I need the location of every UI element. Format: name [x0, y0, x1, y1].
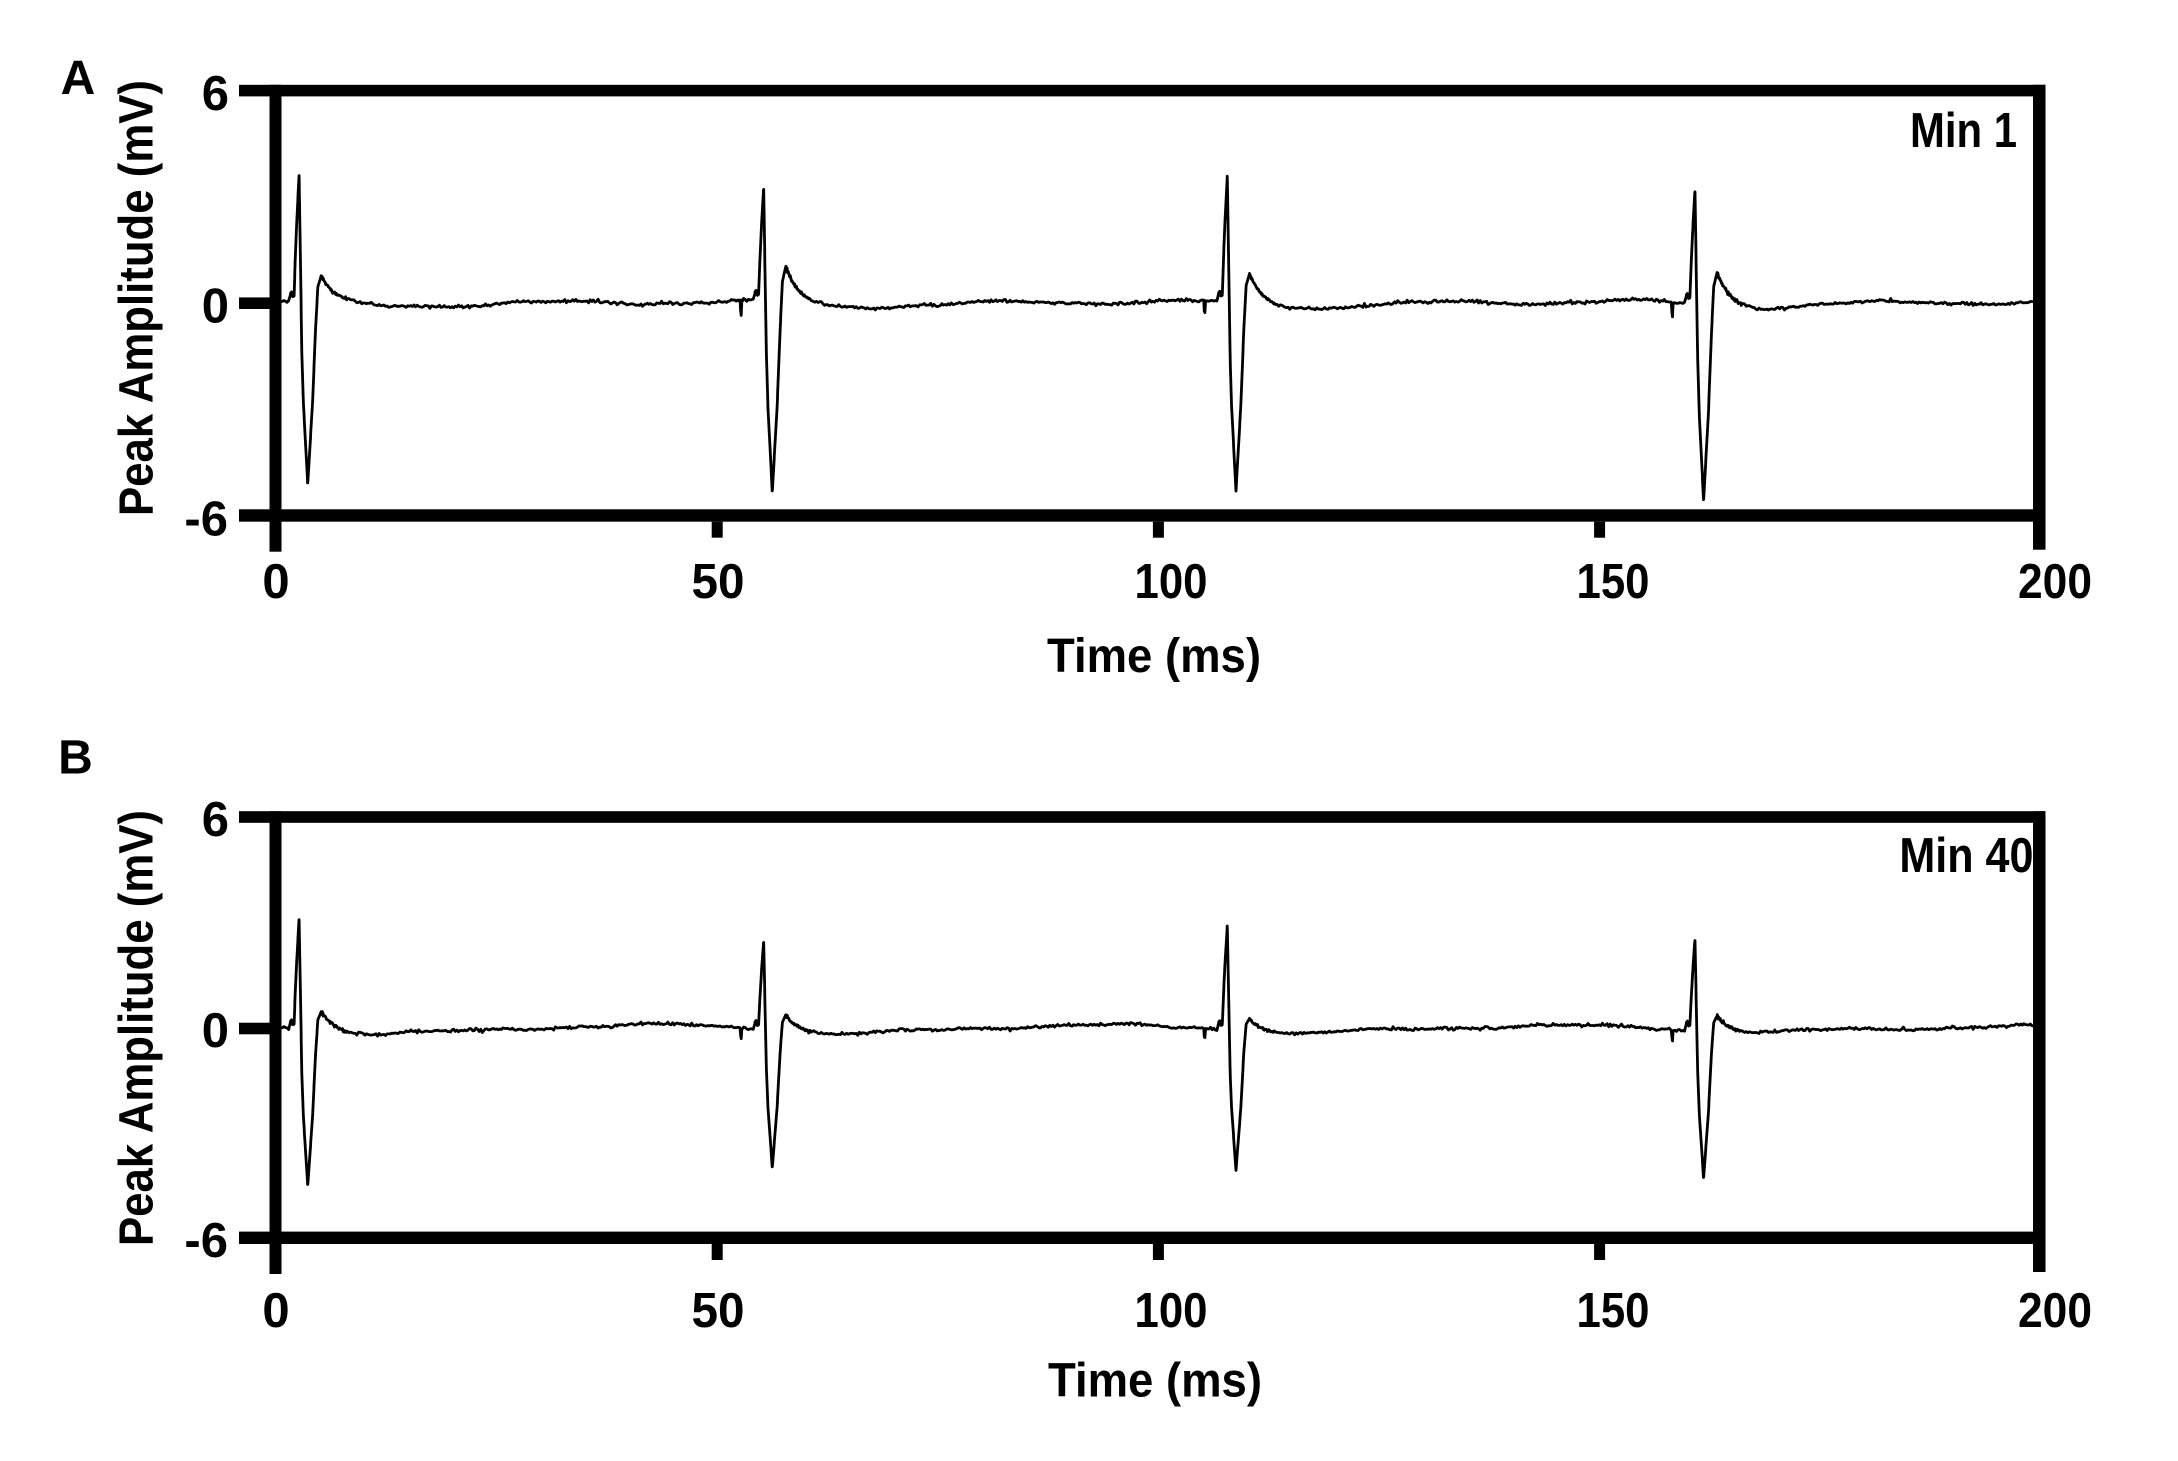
svg-text:-6: -6	[184, 493, 228, 547]
svg-text:6: 6	[202, 67, 229, 121]
svg-text:150: 150	[1577, 1284, 1650, 1338]
svg-text:-6: -6	[184, 1214, 228, 1268]
svg-text:Min 1: Min 1	[1910, 104, 2017, 158]
svg-text:150: 150	[1577, 555, 1650, 609]
svg-text:50: 50	[692, 1284, 745, 1338]
svg-text:0: 0	[262, 1284, 289, 1338]
svg-text:Min 40: Min 40	[1899, 829, 2033, 883]
svg-text:6: 6	[202, 793, 229, 847]
svg-text:Peak Amplitude (mV): Peak Amplitude (mV)	[111, 810, 164, 1246]
svg-text:100: 100	[1135, 1284, 1208, 1338]
svg-text:50: 50	[692, 555, 745, 609]
svg-text:A: A	[61, 52, 96, 105]
svg-text:Peak Amplitude (mV): Peak Amplitude (mV)	[111, 80, 164, 516]
svg-text:200: 200	[2018, 1284, 2092, 1338]
svg-text:0: 0	[202, 1004, 229, 1058]
svg-text:100: 100	[1135, 555, 1208, 609]
svg-text:0: 0	[262, 555, 289, 609]
svg-text:Time (ms): Time (ms)	[1047, 630, 1261, 683]
svg-text:B: B	[58, 732, 93, 785]
svg-text:200: 200	[2018, 555, 2092, 609]
svg-text:0: 0	[202, 279, 229, 333]
svg-text:Time (ms): Time (ms)	[1048, 1355, 1262, 1408]
